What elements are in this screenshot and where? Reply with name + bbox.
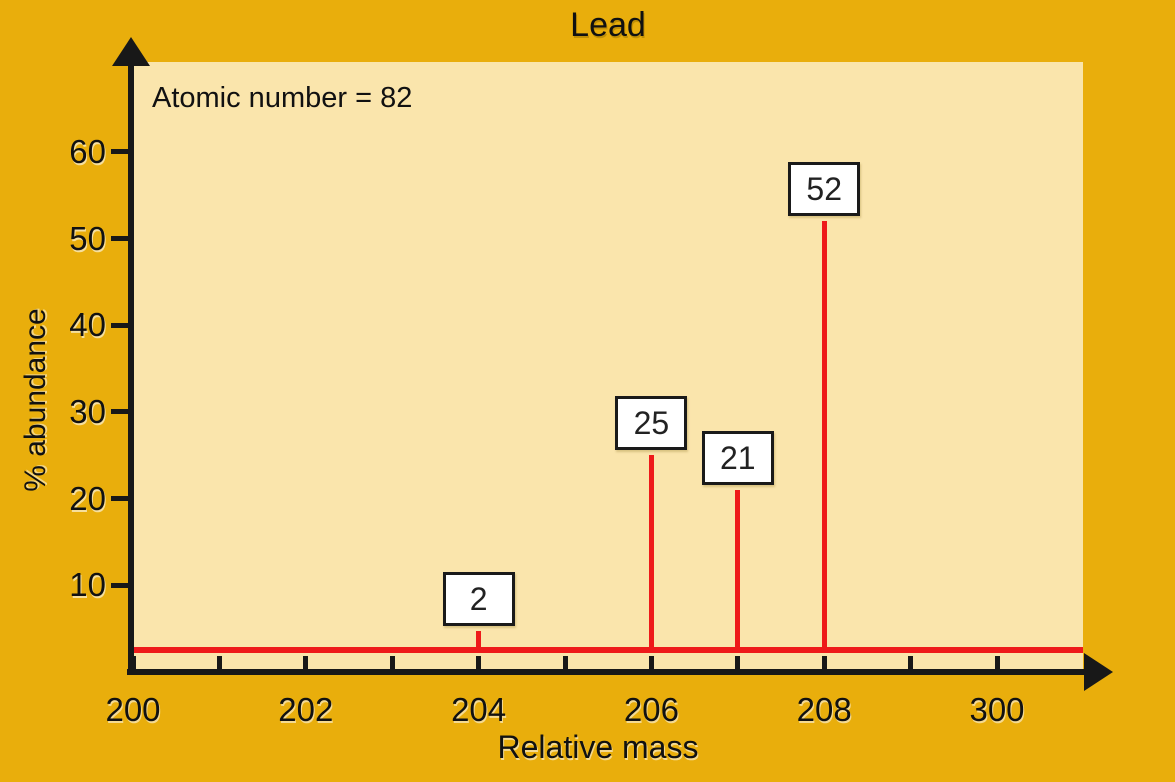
- y-axis-arrow-icon: [112, 37, 150, 66]
- peak-line: [821, 221, 827, 653]
- x-tick: [735, 656, 741, 671]
- y-tick: [111, 236, 133, 241]
- x-axis-title: Relative mass: [497, 729, 699, 765]
- peak-value-box: 2: [442, 572, 515, 626]
- y-tick: [111, 409, 133, 415]
- x-tick: [303, 656, 309, 671]
- y-tick: [111, 322, 133, 328]
- peak-line: [476, 631, 482, 653]
- x-tick: [389, 656, 395, 671]
- x-tick-label: 300: [969, 691, 1025, 728]
- atomic-number-annotation: Atomic number = 82: [152, 82, 413, 114]
- y-tick-label: 40: [69, 306, 106, 344]
- x-tick-label: 202: [278, 691, 334, 728]
- x-tick-label: 206: [623, 691, 679, 728]
- peak-line: [735, 489, 741, 653]
- y-tick: [111, 496, 133, 502]
- x-tick-label: 208: [796, 691, 852, 728]
- spectrum-baseline: [133, 647, 1083, 653]
- x-tick: [562, 656, 568, 671]
- y-tick: [111, 149, 133, 155]
- x-axis-arrow-icon: [1084, 653, 1113, 691]
- x-tick: [908, 656, 914, 671]
- y-tick-label: 30: [69, 392, 106, 430]
- plot-area: [133, 62, 1083, 672]
- x-tick: [994, 656, 1000, 671]
- x-tick-label: 204: [451, 691, 507, 728]
- peak-value-box: 52: [788, 162, 861, 217]
- peak-value-box: 21: [701, 430, 774, 485]
- y-tick-label: 20: [69, 479, 106, 517]
- x-tick: [216, 656, 222, 671]
- x-tick-label: 200: [105, 691, 161, 728]
- x-tick: [821, 656, 827, 671]
- x-axis-line: [127, 669, 1086, 675]
- chart-title: Lead: [570, 6, 646, 44]
- y-tick: [111, 582, 133, 588]
- y-tick-label: 50: [69, 219, 106, 257]
- peak-value-box: 25: [615, 396, 688, 451]
- peak-line: [648, 455, 654, 653]
- y-tick-label: 10: [69, 566, 106, 604]
- y-tick-label: 60: [69, 132, 106, 170]
- y-axis-line: [128, 46, 134, 675]
- x-tick: [130, 656, 136, 671]
- y-axis-title: % abundance: [19, 308, 52, 492]
- x-tick: [476, 656, 482, 671]
- x-tick: [648, 656, 654, 671]
